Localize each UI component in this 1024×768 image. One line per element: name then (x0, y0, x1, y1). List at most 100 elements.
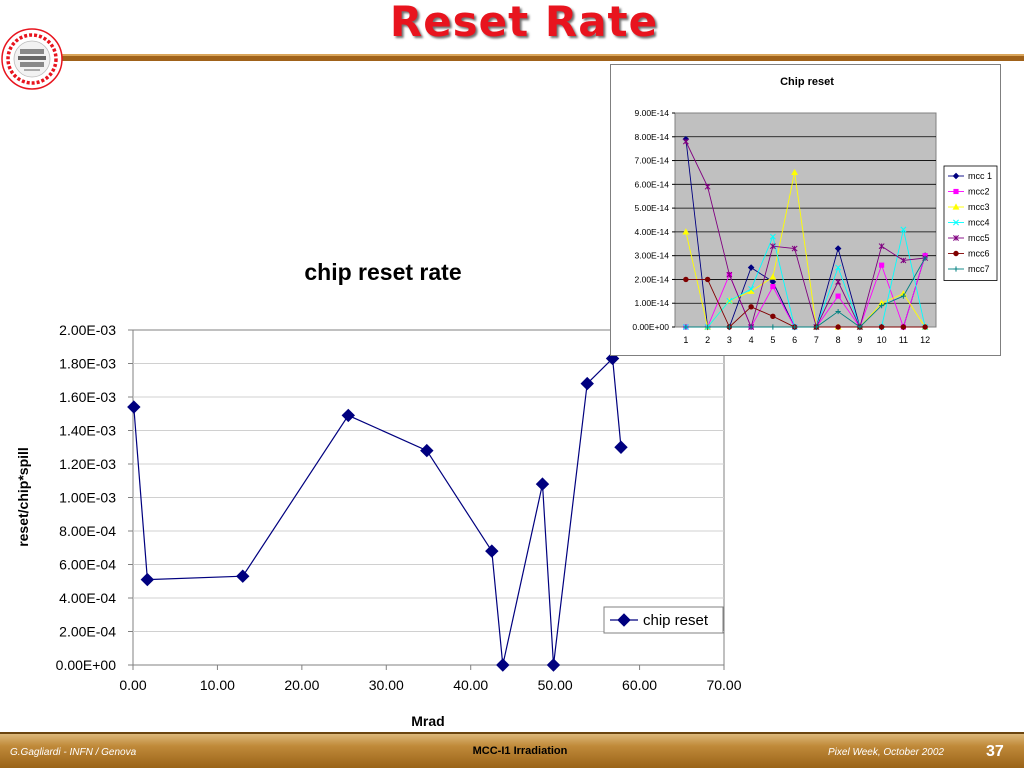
inset-data-point (704, 276, 711, 283)
inset-data-point (857, 324, 863, 330)
inset-data-point (900, 257, 907, 264)
footer-bar: G.Gagliardi - INFN / Genova MCC-I1 Irrad… (0, 732, 1024, 768)
inset-data-point (769, 233, 776, 240)
main-data-point (341, 408, 355, 423)
inset-legend-marker (952, 203, 960, 210)
inset-x-tick-label: 7 (814, 335, 819, 345)
inset-data-point (770, 324, 776, 330)
inset-plot-area (674, 112, 937, 328)
main-x-axis-label: Mrad (411, 713, 444, 729)
main-y-tick-label: 2.00E-03 (59, 322, 116, 338)
inset-data-point (792, 324, 798, 330)
inset-data-point (726, 297, 733, 304)
main-y-axis-label: reset/chip*spill (15, 447, 31, 547)
inset-y-tick-label: 9.00E-14 (635, 108, 670, 118)
inset-data-point (682, 228, 690, 235)
main-x-tick-label: 60.00 (622, 677, 657, 693)
inset-y-tick-label: 5.00E-14 (635, 203, 670, 213)
main-data-point (127, 400, 141, 414)
inset-data-point (748, 304, 754, 310)
main-legend-marker (617, 613, 631, 627)
main-x-tick-label: 70.00 (706, 677, 741, 693)
inset-data-point (834, 245, 842, 252)
inset-data-point (683, 324, 689, 330)
inset-data-point (705, 324, 711, 330)
inset-x-tick-label: 10 (877, 335, 887, 345)
inset-legend-marker (953, 266, 959, 272)
main-x-tick-label: 20.00 (284, 677, 319, 693)
main-y-tick-label: 2.00E-04 (59, 624, 116, 640)
inset-legend-label: mcc7 (968, 264, 990, 274)
inset-y-tick-label: 1.00E-14 (635, 298, 670, 308)
footer-event: Pixel Week, October 2002 (828, 747, 944, 758)
inset-x-tick-label: 11 (899, 335, 908, 345)
inset-data-point (769, 243, 776, 250)
inset-data-point (683, 276, 689, 283)
slide-title: Reset Rate (389, 0, 659, 46)
inset-legend-marker (953, 188, 959, 195)
inset-y-tick-label: 0.00E+00 (632, 322, 669, 332)
inset-legend-marker (953, 250, 959, 257)
inset-y-tick-label: 3.00E-14 (635, 251, 670, 261)
inset-data-point (922, 255, 928, 261)
main-y-tick-label: 1.00E-03 (59, 490, 116, 506)
inset-data-point (878, 243, 885, 250)
inset-y-tick-label: 2.00E-14 (635, 274, 670, 284)
inset-data-point (835, 308, 841, 315)
inset-y-tick-label: 4.00E-14 (635, 227, 670, 237)
main-x-tick-label: 50.00 (538, 677, 573, 693)
inset-data-point (900, 226, 907, 233)
inset-data-point (791, 168, 799, 176)
inset-legend-label: mcc5 (968, 233, 990, 243)
main-x-tick-label: 40.00 (453, 677, 488, 693)
inset-data-point (769, 273, 777, 280)
main-y-tick-label: 0.00E+00 (56, 657, 117, 673)
main-chart-title: chip reset rate (304, 259, 461, 285)
inset-x-tick-label: 3 (727, 335, 732, 345)
inset-chart: Chip reset 0.00E+00 1.00E-14 2.00E-14 3.00E-… (632, 76, 998, 345)
inset-legend-marker (953, 219, 959, 226)
main-data-point (485, 544, 499, 558)
inset-legend-label: mcc3 (968, 202, 990, 212)
main-data-point (614, 440, 628, 454)
inset-data-point (791, 245, 798, 252)
main-y-tick-label: 1.80E-03 (59, 356, 116, 372)
inset-data-point (878, 324, 885, 330)
inset-series-line (685, 141, 926, 329)
inset-data-point (835, 324, 841, 330)
footer-author: G.Gagliardi - INFN / Genova (10, 747, 137, 758)
inset-series-line (685, 257, 926, 328)
inset-data-point (835, 293, 841, 299)
main-y-tick-label: 8.00E-04 (59, 523, 116, 539)
main-data-point (546, 658, 561, 672)
inset-data-point (748, 286, 755, 292)
inset-y-tick-label: 8.00E-14 (635, 132, 670, 142)
main-y-tick-label: 1.60E-03 (59, 389, 116, 405)
inset-data-point (747, 287, 755, 294)
main-series-line (133, 357, 622, 666)
inset-data-point (747, 264, 755, 271)
inset-data-point (900, 293, 906, 299)
main-y-tick-label: 4.00E-04 (59, 590, 116, 606)
inset-data-point (770, 283, 776, 290)
inset-data-point (813, 324, 819, 330)
inset-y-tick-label: 6.00E-14 (635, 179, 670, 189)
inset-x-tick-label: 5 (770, 335, 775, 345)
inset-data-point (835, 278, 842, 285)
inset-data-point (879, 262, 885, 268)
inset-data-point (900, 324, 907, 330)
main-data-point (580, 376, 594, 391)
inset-legend-label: mcc2 (968, 187, 990, 197)
main-data-point (236, 569, 250, 583)
inset-data-point (922, 324, 928, 330)
inset-x-tick-label: 6 (792, 335, 797, 345)
inset-chart-title: Chip reset (780, 76, 834, 88)
inset-x-tick-label: 9 (857, 335, 862, 345)
main-data-point (496, 658, 510, 672)
inset-chart-frame: Chip reset 0.00E+00 1.00E-14 2.00E-14 3.00E-… (610, 64, 1001, 356)
inset-data-point (879, 303, 885, 309)
main-legend-box (603, 606, 724, 634)
main-legend-label: chip reset (643, 612, 709, 629)
inset-legend-label: mcc6 (968, 249, 990, 259)
main-chart: chip reset rate 0.00E+00 2.00E-04 4.00E-04 6… (15, 259, 742, 729)
